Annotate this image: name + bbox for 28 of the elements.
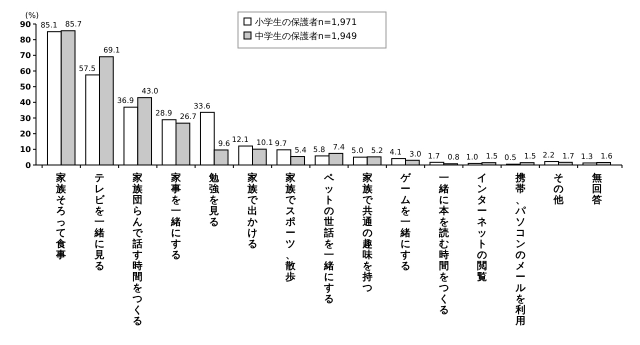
y-tick-label: 40 [20,98,32,108]
category-label: 家族でスポーツ、散歩 [286,173,296,283]
category-label: 家族団らんで話す時間をつくる [132,173,143,327]
category-label: 一緒に本を読む時間をつくる [438,173,449,316]
x-tick-label: 無回答 [590,172,603,206]
category-label: ゲームを一緒にする [400,173,410,272]
category-label: ペットの世話を一緒にする [324,173,334,305]
x-tick-label: 家事を一緒にする [170,172,181,261]
y-axis-title: (%) [25,11,39,20]
x-tick-label: その他 [552,173,565,206]
y-tick-label: 80 [20,35,32,44]
legend-label: 小学生の保護者n=1,971 [255,17,358,28]
x-tick-label: 勉強を見る [208,172,220,228]
category-label: 携帯、パソコンのメールを利用 [515,173,526,327]
y-tick-label: 50 [20,82,32,92]
category-label: テレビを一緒に見る [94,173,104,272]
y-tick-label: 60 [20,66,32,76]
y-tick-label: 70 [20,51,32,60]
y-tick-label: 10 [20,145,32,154]
x-tick-label: 家族で出かける [246,172,258,250]
category-label: インターネットの閲覧 [477,173,488,283]
x-tick-label: 家族そろって食事 [55,172,68,261]
category-label: 家族で共通の趣味を持つ [362,173,372,294]
y-tick-label: 20 [20,129,32,138]
y-tick-label: 90 [20,20,32,29]
y-tick-label: 0 [25,160,32,170]
legend-label: 中学生の保護者n=1,949 [255,31,358,42]
y-tick-label: 30 [20,114,32,123]
